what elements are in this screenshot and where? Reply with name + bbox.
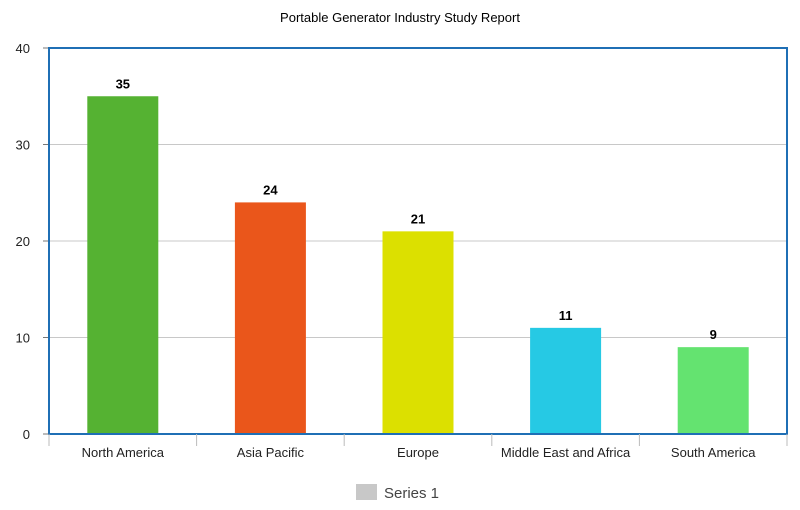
x-category-label: Europe bbox=[397, 445, 439, 460]
plot-border bbox=[48, 47, 788, 435]
bar bbox=[382, 231, 454, 434]
bar bbox=[530, 327, 602, 434]
legend-label: Series 1 bbox=[384, 485, 439, 502]
axes: 0 10 20 30 40 North America Asia Pacific Europe… bbox=[16, 41, 788, 460]
bar bbox=[87, 96, 159, 434]
x-category-label: Asia Pacific bbox=[237, 445, 305, 460]
bars: 35 24 21 11 9 bbox=[87, 76, 749, 434]
data-label: 35 bbox=[116, 76, 130, 91]
legend: Series 1 bbox=[356, 484, 439, 502]
data-label: 11 bbox=[559, 308, 573, 323]
data-label: 9 bbox=[710, 327, 717, 342]
bar bbox=[234, 202, 306, 434]
data-label: 21 bbox=[411, 211, 425, 226]
chart-title: Portable Generator Industry Study Report bbox=[280, 10, 520, 25]
y-tick-label: 0 bbox=[23, 427, 30, 442]
y-tick-label: 10 bbox=[16, 331, 30, 346]
x-category-label: North America bbox=[82, 445, 165, 460]
y-tick-label: 20 bbox=[16, 234, 30, 249]
bar bbox=[677, 347, 749, 434]
y-tick-label: 40 bbox=[16, 41, 30, 56]
legend-swatch bbox=[356, 484, 377, 500]
x-category-label: South America bbox=[671, 445, 756, 460]
y-tick-label: 30 bbox=[16, 138, 30, 153]
x-category-label: Middle East and Africa bbox=[501, 445, 631, 460]
data-label: 24 bbox=[263, 182, 278, 197]
